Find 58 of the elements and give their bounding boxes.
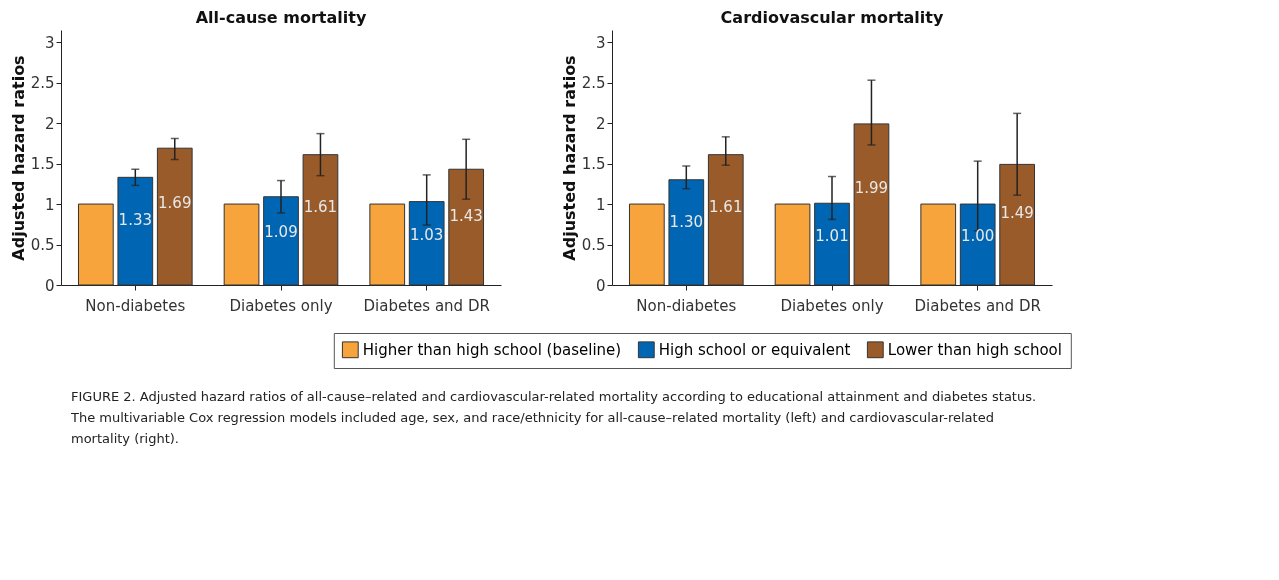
x-tick-label: Diabetes only [229,296,333,315]
y-tick-label: 3 [595,33,606,52]
bar [920,203,957,286]
bar [814,202,850,286]
data-label: 1.99 [854,179,889,198]
data-label: 1.43 [449,206,483,225]
data-label: 1.33 [118,211,153,230]
y-tick-label: 0 [44,276,55,295]
x-tick-label: Diabetes only [780,296,884,315]
bar [223,203,260,286]
data-label: 1.09 [264,223,298,242]
bar [774,203,811,286]
bar [448,168,485,286]
data-label: 1.30 [669,212,704,231]
legend-label: Lower than high school [887,340,1062,359]
data-label: 1.00 [960,227,995,246]
bar [117,176,154,286]
caption: FIGURE 2. Adjusted hazard ratios of all-cause–related and cardiovascular-related mortality according to educational attainment and diabetes status. The multivariable Cox regression models included age, sex, and race/ethnicity for all-cause–related mortality (left) and cardiovascular-related mortality (right). [70,389,1037,446]
legend-label: High school or equivalent [658,340,851,359]
data-label: 1.03 [409,225,444,244]
bar [959,203,996,286]
y-tick-label: 0 [595,276,606,295]
bar [77,203,114,286]
bar [302,154,339,286]
bar [853,123,890,286]
y-tick-label: 1.5 [30,155,55,174]
bar [369,203,406,286]
bar [628,203,665,286]
y-axis-title: Adjusted hazard ratios [8,55,28,261]
x-tick-label: Non-diabetes [636,296,737,315]
data-label: 1.49 [1000,203,1034,222]
y-tick-label: 0.5 [581,236,606,255]
data-label: 1.61 [709,197,743,216]
y-tick-label: 1 [595,195,606,214]
y-tick-label: 2.5 [581,74,606,93]
data-label: 1.61 [303,197,338,216]
y-tick-label: 2.5 [30,74,55,93]
y-axis-title: Adjusted hazard ratios [559,55,579,261]
x-tick-label: Non-diabetes [85,296,186,315]
bar [999,163,1036,286]
bar [408,201,445,286]
y-tick-label: 1 [44,195,55,214]
bar [707,154,744,286]
bar [668,179,705,286]
y-tick-label: 1.5 [581,155,606,174]
y-tick-label: 2 [595,114,606,133]
chart-title: Cardiovascular mortality [720,8,944,27]
bar [263,196,299,286]
data-label: 1.69 [158,193,192,212]
y-tick-label: 0.5 [30,236,55,255]
x-tick-label: Diabetes and DR [363,296,490,315]
data-label: 1.01 [815,226,849,245]
bar [156,147,193,286]
chart-title: All-cause mortality [195,8,367,27]
x-tick-label: Diabetes and DR [914,296,1041,315]
legend-label: Higher than high school (baseline) [362,340,622,359]
y-tick-label: 2 [44,114,55,133]
y-tick-label: 3 [44,33,55,52]
